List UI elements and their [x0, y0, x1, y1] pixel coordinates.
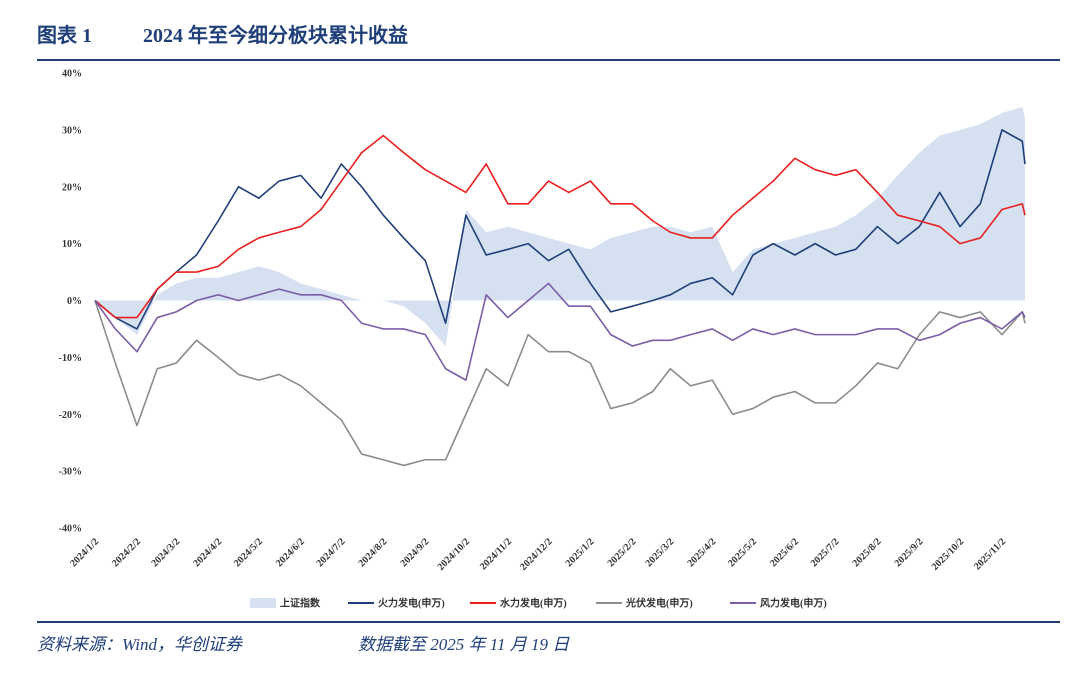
x-tick-label: 2024/3/2 — [149, 536, 182, 569]
area — [95, 107, 1025, 346]
line — [94, 129, 1026, 330]
legend-label: 上证指数 — [280, 597, 321, 610]
x-tick-label: 2025/11/2 — [972, 536, 1008, 572]
y-tick-label: 40% — [62, 69, 82, 80]
plot: 40% 30% 20% 10% 0% -10% -20% -30% -40%2024/1/2 20… — [59, 69, 1026, 610]
x-tick-label: 2025/6/2 — [768, 536, 801, 569]
y-tick-label: -20% — [59, 410, 82, 421]
x-tick-label: 2025/2/2 — [606, 536, 639, 569]
x-tick-label: 2025/8/2 — [851, 536, 884, 569]
x-tick-label: 2024/8/2 — [357, 536, 390, 569]
x-tick-label: 2025/5/2 — [726, 536, 759, 569]
x-tick-label: 2025/9/2 — [893, 536, 926, 569]
x-tick-label: 2024/9/2 — [399, 536, 432, 569]
line — [94, 134, 1026, 319]
legend-label: 光伏发电(申万) — [625, 597, 693, 610]
y-tick-label: 0% — [67, 296, 82, 307]
y-tick-label: 10% — [62, 239, 82, 250]
source: 资料来源：Wind，华创证券 — [37, 635, 244, 654]
x-tick-label: 2024/5/2 — [232, 536, 265, 569]
x-tick-label: 2025/10/2 — [930, 536, 966, 572]
x-tick-label: 2025/7/2 — [809, 536, 842, 569]
legend-label: 风力发电(申万) — [760, 597, 827, 610]
x-tick-label: 2025/3/2 — [644, 536, 677, 569]
x-tick-label: 2024/7/2 — [315, 536, 348, 569]
x-tick-label: 2024/10/2 — [436, 536, 472, 572]
x-tick-label: 2024/2/2 — [110, 536, 143, 569]
line — [94, 282, 1026, 381]
x-tick-label: 2025/4/2 — [685, 536, 718, 569]
x-tick-label: 2024/6/2 — [274, 536, 307, 569]
y-tick-label: 20% — [62, 182, 82, 193]
y-tick-label: 30% — [62, 125, 82, 136]
legend-swatch — [250, 598, 276, 608]
x-tick-label: 2024/4/2 — [191, 536, 224, 569]
line — [94, 300, 1026, 467]
x-tick-label: 2024/11/2 — [478, 536, 514, 572]
chart-title: 2024 年至今细分板块累计收益 — [143, 23, 408, 47]
x-tick-label: 2024/1/2 — [68, 536, 101, 569]
x-tick-label: 2025/1/2 — [564, 536, 597, 569]
y-tick-label: -40% — [59, 524, 82, 535]
chart-title-label: 图表 1 — [37, 23, 92, 47]
y-tick-label: -30% — [59, 467, 82, 478]
x-tick-label: 2024/12/2 — [518, 536, 554, 572]
note: 数据截至 2025 年 11 月 19 日 — [358, 635, 570, 654]
legend-label: 水力发电(申万) — [499, 597, 567, 610]
legend-label: 火力发电(申万) — [378, 597, 445, 610]
y-tick-label: -10% — [59, 353, 82, 364]
